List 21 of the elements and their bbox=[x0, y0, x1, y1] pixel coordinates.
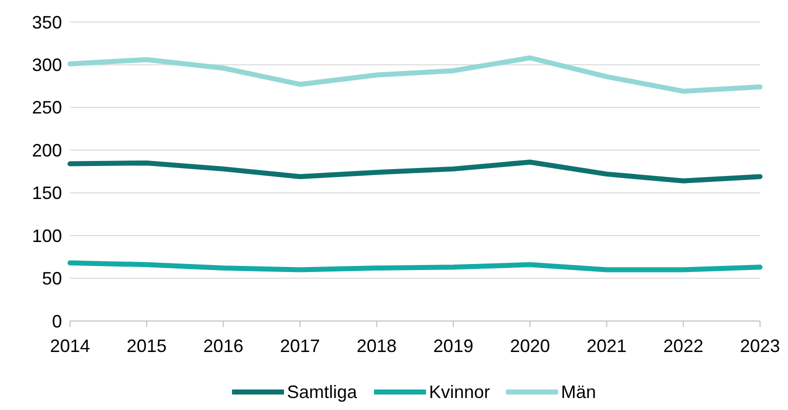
y-tick-label: 0 bbox=[52, 311, 62, 332]
x-tick-label: 2015 bbox=[126, 336, 167, 356]
x-tick-label: 2019 bbox=[433, 336, 474, 356]
y-tick-label: 100 bbox=[32, 226, 62, 246]
y-tick-label: 250 bbox=[32, 98, 62, 118]
x-tick-label: 2016 bbox=[203, 336, 244, 356]
x-tick-label: 2022 bbox=[663, 336, 704, 356]
x-tick-label: 2020 bbox=[510, 336, 550, 356]
x-tick-label: 2014 bbox=[50, 336, 90, 356]
x-tick-label: 2021 bbox=[586, 336, 627, 356]
y-tick-label: 200 bbox=[32, 140, 62, 160]
y-tick-label: 50 bbox=[42, 268, 62, 289]
x-tick-label: 2017 bbox=[280, 336, 320, 356]
y-tick-label: 150 bbox=[32, 183, 62, 204]
legend-label: Samtliga bbox=[287, 382, 358, 402]
legend-label: Män bbox=[561, 382, 596, 402]
x-tick-label: 2018 bbox=[356, 336, 397, 356]
y-tick-label: 300 bbox=[32, 55, 62, 76]
legend-label: Kvinnor bbox=[429, 382, 490, 402]
y-tick-label: 350 bbox=[32, 12, 62, 32]
x-tick-label: 2023 bbox=[740, 336, 780, 356]
